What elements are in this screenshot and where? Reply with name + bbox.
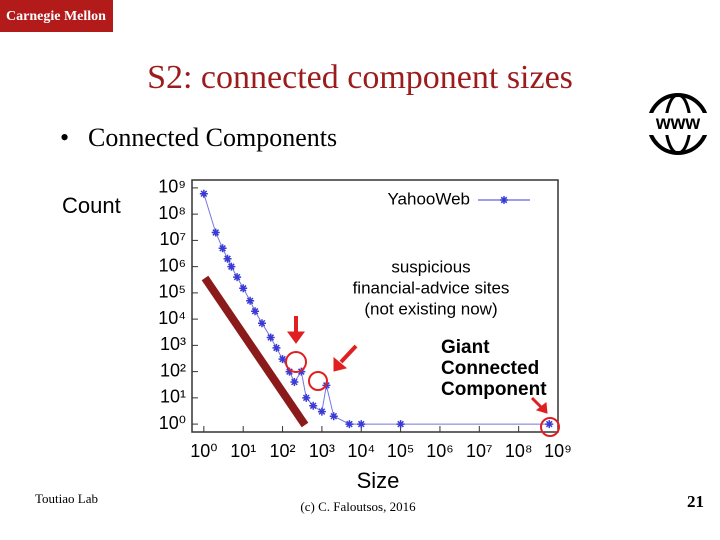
footer-left: Toutiao Lab <box>35 491 98 506</box>
marker <box>278 355 287 364</box>
annotation: Giant <box>441 337 490 358</box>
arrows <box>287 316 548 414</box>
bullet: Connected Components <box>88 123 337 152</box>
y-tick-label: 10⁵ <box>159 282 186 302</box>
y-tick-label: 10⁸ <box>158 203 186 223</box>
x-tick-label: 10⁴ <box>347 441 375 461</box>
bullet-dot: • <box>60 123 69 152</box>
logo-box <box>0 0 113 32</box>
annotation: suspicious <box>391 257 470 276</box>
y-tick-label: 10³ <box>160 334 186 354</box>
x-tick-label: 10² <box>270 441 296 461</box>
marker <box>345 420 354 429</box>
y-tick-label: 10¹ <box>160 387 186 407</box>
x-tick-label: 10⁷ <box>466 441 493 461</box>
marker <box>246 296 255 305</box>
arrow-head <box>287 331 305 344</box>
marker <box>218 244 227 253</box>
marker <box>251 307 260 316</box>
marker <box>285 367 294 376</box>
marker <box>290 378 299 387</box>
marker <box>239 284 248 293</box>
icon-band <box>646 113 710 135</box>
y-tick-label: 10⁹ <box>158 177 186 197</box>
x-axis-label: Size <box>357 468 400 493</box>
logo: Carnegie Mellon <box>6 9 106 24</box>
marker <box>545 420 554 429</box>
y-tick-label: 10⁰ <box>159 413 186 433</box>
arrow <box>530 396 544 410</box>
legend-marker <box>500 196 508 204</box>
y-tick-label: 10⁴ <box>158 308 186 328</box>
marker <box>211 228 220 237</box>
marker <box>199 189 208 198</box>
page-number: 21 <box>687 492 704 511</box>
marker <box>357 420 366 429</box>
highlight-circle <box>285 351 307 373</box>
annotation: (not existing now) <box>364 299 497 318</box>
x-tick-label: 10³ <box>309 441 335 461</box>
marker <box>266 333 275 342</box>
slide-title: S2: connected component sizes <box>147 59 573 96</box>
marker <box>329 412 338 421</box>
x-tick-label: 10⁶ <box>426 441 453 461</box>
highlight-circle <box>308 371 328 391</box>
arrow-head <box>535 402 548 414</box>
marker <box>309 401 318 410</box>
annotation: financial-advice sites <box>353 278 510 297</box>
marker <box>272 343 281 352</box>
legend-label: YahooWeb <box>387 189 470 208</box>
marker <box>396 420 405 429</box>
marker <box>223 254 232 263</box>
x-tick-label: 10⁰ <box>190 441 217 461</box>
y-tick-label: 10⁷ <box>159 229 186 249</box>
highlight-circle <box>540 417 560 437</box>
arrow <box>339 344 358 364</box>
icon-text: www <box>655 113 701 134</box>
arrow-head <box>333 356 348 372</box>
annotation: Connected <box>441 358 539 379</box>
marker <box>317 407 326 416</box>
fit-line <box>201 275 309 428</box>
marker <box>227 262 236 271</box>
annotation: Component <box>441 379 547 400</box>
marker <box>302 393 311 402</box>
plot: 10⁰ 10¹ 10² 10³ 10⁴ 10⁵ 10⁶ 10⁷ 10⁸ 10⁹ 10⁰ 10¹ 10² 1… <box>158 177 572 461</box>
marker <box>233 273 242 282</box>
marker <box>257 319 266 328</box>
y-tick-label: 10⁶ <box>159 255 186 275</box>
x-tick-label: 10⁹ <box>544 441 572 461</box>
x-tick-label: 10¹ <box>230 441 256 461</box>
footer-center: (c) C. Faloutsos, 2016 <box>300 499 416 514</box>
x-tick-label: 10⁵ <box>387 441 414 461</box>
y-axis-label: Count <box>62 193 121 218</box>
x-tick-label: 10⁸ <box>505 441 533 461</box>
www-icon: www <box>646 93 710 155</box>
y-tick-label: 10² <box>160 360 186 380</box>
